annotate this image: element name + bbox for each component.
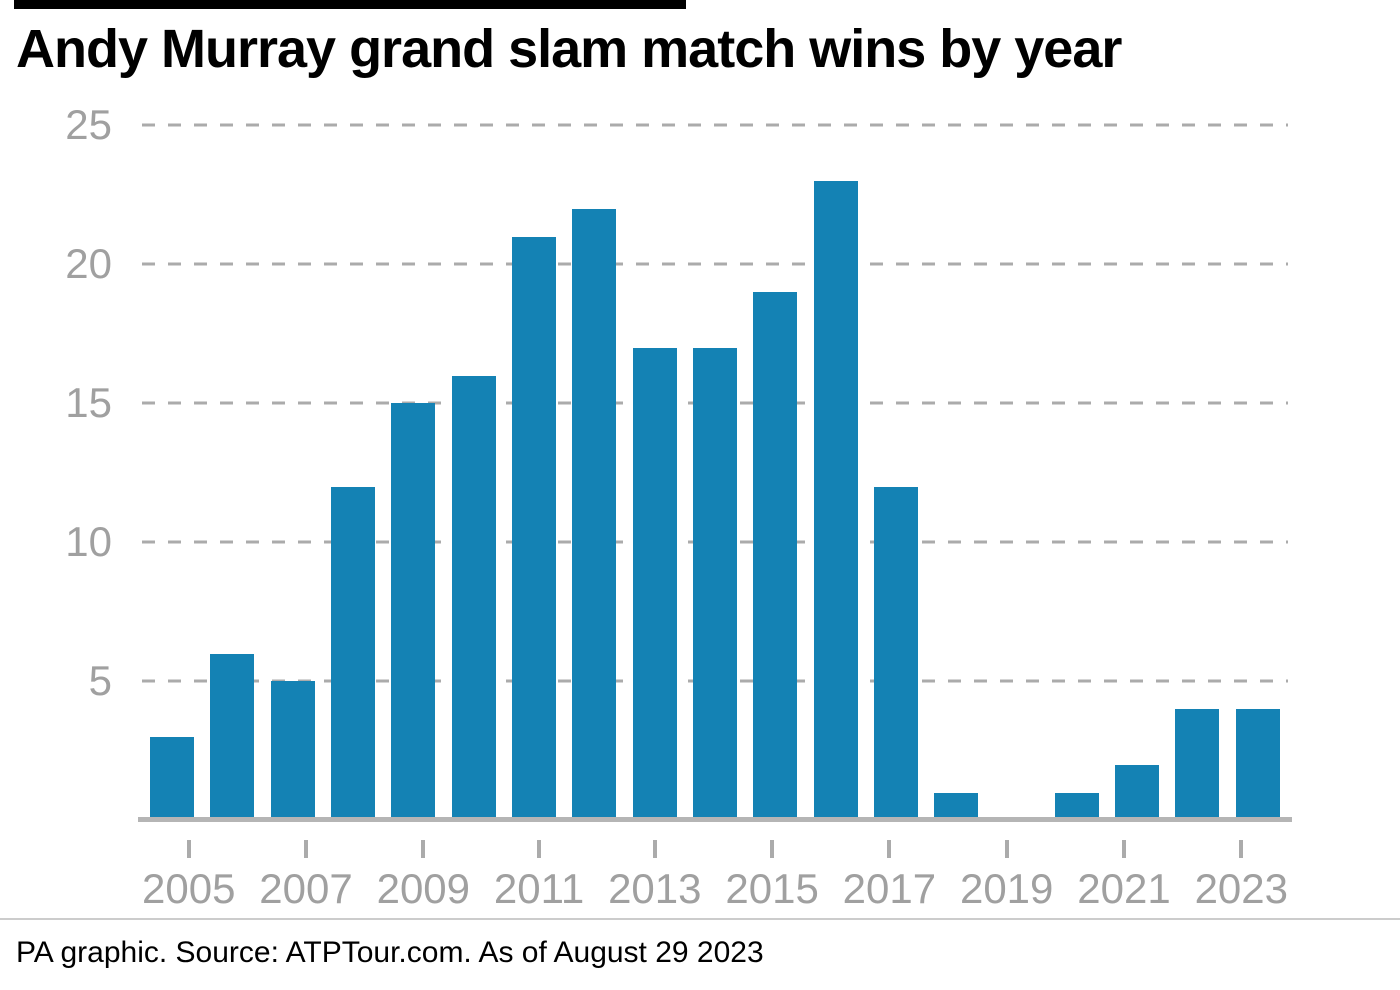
x-tick-2019 (1004, 840, 1009, 859)
x-slot-2006 (235, 840, 259, 910)
top-rule (14, 0, 686, 9)
x-tick-2015 (770, 840, 775, 859)
bar-slot-2006 (202, 125, 262, 821)
bar-2021 (1115, 764, 1160, 821)
x-axis-label-2015: 2015 (725, 865, 819, 913)
x-slot-2016 (819, 840, 843, 910)
y-axis-label-10: 10 (65, 518, 112, 566)
x-slot-2010 (470, 840, 494, 910)
bar-2007 (270, 681, 315, 821)
x-tick-2011 (537, 840, 542, 859)
x-axis-label-2011: 2011 (493, 865, 585, 913)
y-axis-label-25: 25 (65, 101, 112, 149)
bar-slot-2008 (323, 125, 383, 821)
bar-slot-2020 (1047, 125, 1107, 821)
bar-2022 (1175, 709, 1220, 821)
bar-2012 (572, 208, 617, 821)
x-axis-label-2005: 2005 (142, 865, 236, 913)
x-slot-2012 (584, 840, 608, 910)
x-slot-2013: 2013 (608, 840, 702, 913)
x-axis-label-2023: 2023 (1194, 865, 1288, 913)
x-axis-label-2013: 2013 (608, 865, 702, 913)
x-tick-2007 (304, 840, 309, 859)
bar-slot-2013 (625, 125, 685, 821)
x-slot-2008 (353, 840, 377, 910)
x-axis-label-2017: 2017 (842, 865, 937, 913)
source-text: PA graphic. Source: ATPTour.com. As of A… (16, 936, 764, 969)
bar-slot-2017 (866, 125, 926, 821)
bar-2009 (391, 403, 436, 821)
bar-slot-2009 (383, 125, 443, 821)
x-slot-2020 (1053, 840, 1077, 910)
x-tick-2023 (1239, 840, 1244, 859)
bar-slot-2007 (263, 125, 323, 821)
plot-area: 5 10 15 20 25 (65, 104, 1292, 823)
x-axis-label-2019: 2019 (959, 865, 1054, 913)
y-axis-label-5: 5 (88, 657, 112, 705)
source-note: PA graphic. Source: ATPTour.com. As of A… (0, 918, 1400, 990)
bar-2023 (1235, 709, 1280, 821)
x-tick-2017 (887, 840, 892, 859)
bar-2016 (813, 181, 858, 821)
x-axis-label-2009: 2009 (376, 865, 471, 913)
bar-2008 (331, 486, 376, 821)
bar-slot-2011 (504, 125, 564, 821)
bars-row (142, 125, 1288, 821)
x-slot-2011: 2011 (494, 840, 584, 910)
bar-slot-2022 (1167, 125, 1227, 821)
gridline-20 (142, 262, 1288, 266)
x-axis-label-2021: 2021 (1077, 865, 1171, 913)
bar-2013 (632, 347, 677, 821)
y-axis-label-20: 20 (65, 240, 112, 288)
bar-chart: 5 10 15 20 25 (65, 104, 1292, 823)
bar-2017 (873, 486, 918, 821)
x-tick-2005 (186, 840, 191, 859)
bar-2020 (1054, 792, 1099, 821)
bar-slot-2019 (986, 125, 1046, 820)
bar-slot-2016 (805, 125, 865, 821)
x-slot-2021: 2021 (1077, 840, 1171, 913)
bar-slot-2012 (564, 125, 624, 821)
bar-slot-2018 (926, 125, 986, 821)
x-slot-2023: 2023 (1195, 840, 1288, 910)
x-tick-2009 (421, 840, 426, 859)
bar-2011 (512, 236, 557, 821)
bar-slot-2014 (685, 125, 745, 821)
x-tick-2021 (1121, 840, 1126, 859)
x-slot-2015: 2015 (725, 840, 819, 913)
bar-slot-2023 (1228, 125, 1288, 821)
x-slot-2017: 2017 (843, 840, 936, 910)
x-slot-2014 (702, 840, 726, 910)
x-slot-2022 (1171, 840, 1195, 910)
x-tick-2013 (652, 840, 657, 859)
x-slot-2007: 2007 (259, 840, 353, 913)
x-slot-2018 (936, 840, 960, 910)
x-axis-label-2007: 2007 (259, 865, 353, 913)
bar-2005 (150, 737, 195, 821)
bar-2010 (451, 375, 496, 821)
y-axis-label-15: 15 (65, 379, 112, 427)
bar-2018 (934, 792, 979, 821)
bar-slot-2010 (444, 125, 504, 821)
x-slot-2019: 2019 (960, 840, 1053, 910)
chart-title: Andy Murray grand slam match wins by yea… (16, 19, 1122, 79)
gridline-25 (142, 123, 1288, 127)
bar-slot-2005 (142, 125, 202, 821)
x-slot-2005: 2005 (142, 840, 235, 910)
bar-2014 (692, 347, 737, 821)
bar-slot-2015 (745, 125, 805, 821)
bar-2006 (210, 653, 255, 821)
bar-slot-2021 (1107, 125, 1167, 821)
bar-2015 (753, 292, 798, 821)
x-slot-2009: 2009 (377, 840, 470, 910)
x-axis: 2005 2007 2009 2011 2013 2015 2017 2019 2021 2023 (142, 840, 1288, 910)
